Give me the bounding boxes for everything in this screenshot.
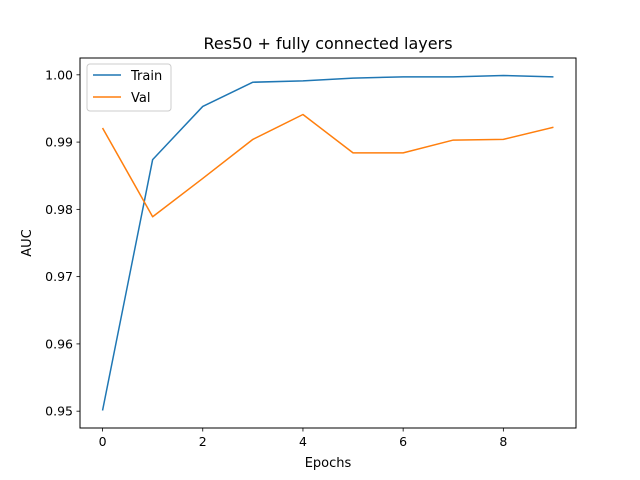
x-tick-label: 2 xyxy=(199,434,207,449)
series-line-train xyxy=(101,74,554,411)
axes-frame xyxy=(79,57,577,429)
x-tick-label: 8 xyxy=(499,434,507,449)
chart-title: Res50 + fully connected layers xyxy=(203,34,452,53)
legend: Train Val xyxy=(86,63,172,112)
y-tick-label: 0.97 xyxy=(45,269,73,284)
series-layer xyxy=(101,74,554,411)
legend-label-val: Val xyxy=(131,91,150,106)
x-axis-label: Epochs xyxy=(305,456,352,471)
x-tick-label: 0 xyxy=(99,434,107,449)
plot-area: 0 2 4 6 8 0.95 0.96 0.97 0.98 0.99 1.00 xyxy=(45,57,577,449)
x-axis-ticks: 0 2 4 6 8 xyxy=(99,428,507,449)
y-tick-label: 1.00 xyxy=(45,67,73,82)
legend-label-train: Train xyxy=(130,69,162,84)
y-tick-label: 0.98 xyxy=(45,202,73,217)
x-tick-label: 4 xyxy=(299,434,307,449)
y-axis-ticks: 0.95 0.96 0.97 0.98 0.99 1.00 xyxy=(45,67,80,419)
x-tick-label: 6 xyxy=(399,434,407,449)
y-tick-label: 0.96 xyxy=(45,336,73,351)
series-line-val xyxy=(101,113,554,218)
y-axis-label: AUC xyxy=(20,229,35,257)
y-tick-label: 0.99 xyxy=(45,135,73,150)
y-tick-label: 0.95 xyxy=(45,404,73,419)
